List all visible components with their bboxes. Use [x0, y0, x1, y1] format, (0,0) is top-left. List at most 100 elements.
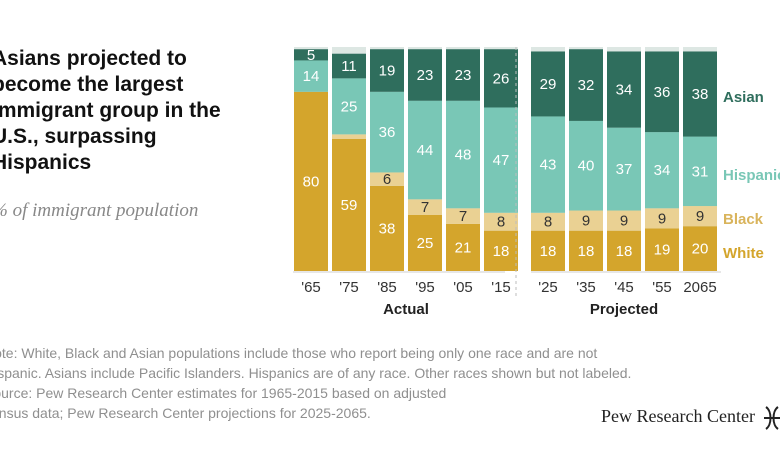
- bar-segment-white: [531, 230, 565, 271]
- data-label: 7: [459, 208, 467, 225]
- data-label: 5: [307, 47, 315, 64]
- data-label: 9: [696, 208, 704, 225]
- bar-segment-hispanics: [531, 116, 565, 213]
- bar-segment-hispanics: [370, 91, 404, 173]
- data-label: 18: [578, 243, 595, 260]
- bar-segment-hispanics: [607, 127, 641, 211]
- data-label: 36: [379, 124, 396, 141]
- data-label: 21: [455, 239, 472, 256]
- data-label: 9: [582, 213, 590, 230]
- x-tick-label: '35: [576, 279, 596, 296]
- data-label: 37: [616, 161, 633, 178]
- bar-segment-asian: [294, 49, 328, 61]
- x-tick-label: 2065: [683, 279, 716, 296]
- brand-name: Pew Research Center: [601, 406, 755, 426]
- bar-segment-white: [446, 223, 480, 271]
- data-label: 48: [455, 147, 472, 164]
- data-label: 38: [379, 220, 396, 237]
- bar-segment-asian: [607, 51, 641, 128]
- pew-logo-icon: [764, 406, 780, 430]
- x-tick-label: '75: [339, 279, 359, 296]
- data-label: 6: [383, 171, 391, 188]
- data-label: 23: [417, 67, 434, 84]
- bar-segment-asian: [569, 49, 603, 121]
- bar-segment-hispanics: [408, 100, 442, 200]
- x-tick-label: '15: [491, 279, 511, 296]
- group-label: Actual: [383, 301, 429, 318]
- bar-segment-asian: [531, 51, 565, 117]
- stacked-bar-chart: 80 14 5 59 25 11 38 6 36 19 25 7 44 23 21 7 48 23 18 8 47 26 1…: [293, 47, 780, 318]
- data-label: 7: [421, 199, 429, 216]
- data-label: 19: [654, 242, 671, 259]
- bar-segment-white: [408, 215, 442, 271]
- data-label: 11: [341, 58, 357, 75]
- bar-segment-black: [683, 206, 717, 227]
- legend-label-black: Black: [723, 211, 764, 228]
- data-label: 18: [616, 243, 633, 260]
- bar-segment-asian: [370, 49, 404, 92]
- data-label: 43: [540, 157, 557, 174]
- data-label: 34: [616, 82, 633, 99]
- x-tick-label: '45: [614, 279, 634, 296]
- x-tick-label: '85: [377, 279, 397, 296]
- data-label: 8: [544, 214, 552, 231]
- bar-segment-white: [484, 230, 518, 271]
- bar-segment-asian: [484, 49, 518, 108]
- x-tick-label: '05: [453, 279, 473, 296]
- bar-segment-asian: [408, 49, 442, 101]
- x-tick-label: '25: [538, 279, 558, 296]
- chart-title: Asians projected to become the largest i…: [0, 47, 221, 174]
- bar-segment-white: [607, 230, 641, 271]
- x-tick-label: '55: [652, 279, 672, 296]
- data-label: 23: [455, 67, 472, 84]
- note-line: Hispanic. Asians include Pacific Islande…: [0, 365, 632, 381]
- data-label: 40: [578, 158, 595, 175]
- data-label: 36: [654, 84, 671, 101]
- bar-segment-black: [484, 212, 518, 231]
- data-label: 32: [578, 77, 595, 94]
- data-label: 14: [303, 68, 320, 85]
- x-tick-label: '95: [415, 279, 435, 296]
- data-label: 18: [493, 243, 510, 260]
- bar-segment-white: [294, 91, 328, 271]
- data-label: 29: [540, 76, 557, 93]
- bar-segment-black: [408, 199, 442, 215]
- bar-segment-asian: [645, 51, 679, 133]
- x-tick-label: '65: [301, 279, 321, 296]
- source-line: Source: Pew Research Center estimates fo…: [0, 385, 447, 401]
- bar-segment-white: [370, 185, 404, 271]
- bar-segment-asian: [446, 49, 480, 101]
- source-line: census data; Pew Research Center project…: [0, 405, 371, 421]
- bar-segment-hispanics: [484, 107, 518, 213]
- bar-segment-asian: [332, 53, 366, 79]
- bar-segment-hispanics: [446, 100, 480, 209]
- data-label: 31: [692, 163, 709, 180]
- bar-segment-white: [645, 228, 679, 271]
- data-label: 8: [497, 214, 505, 231]
- data-label: 34: [654, 162, 671, 179]
- data-label: 26: [493, 70, 510, 87]
- bar-segment-hispanics: [569, 120, 603, 211]
- bar-segment-black: [645, 208, 679, 229]
- bar-segment-black: [607, 210, 641, 231]
- bar-segment-hispanics: [645, 132, 679, 209]
- bar-segment-white: [683, 226, 717, 271]
- data-label: 44: [417, 142, 434, 159]
- data-label: 9: [658, 210, 666, 227]
- bar-segment-black: [569, 210, 603, 231]
- data-label: 25: [341, 98, 358, 115]
- legend-label-hispanics: Hispanics: [723, 167, 780, 184]
- bar-segment-black: [531, 212, 565, 231]
- note-line: Note: White, Black and Asian populations…: [0, 345, 598, 361]
- bar-segment-hispanics: [683, 136, 717, 207]
- bar-segment-black: [370, 172, 404, 186]
- data-label: 38: [692, 86, 709, 103]
- bar-segment-black: [446, 208, 480, 224]
- legend-label-white: White: [723, 245, 764, 262]
- data-label: 9: [620, 213, 628, 230]
- data-label: 18: [540, 243, 557, 260]
- chart-subtitle: % of immigrant population: [0, 200, 199, 221]
- footnote: Note: White, Black and Asian populations…: [0, 343, 744, 423]
- data-label: 80: [303, 173, 320, 190]
- bar-segment-hispanics: [294, 60, 328, 92]
